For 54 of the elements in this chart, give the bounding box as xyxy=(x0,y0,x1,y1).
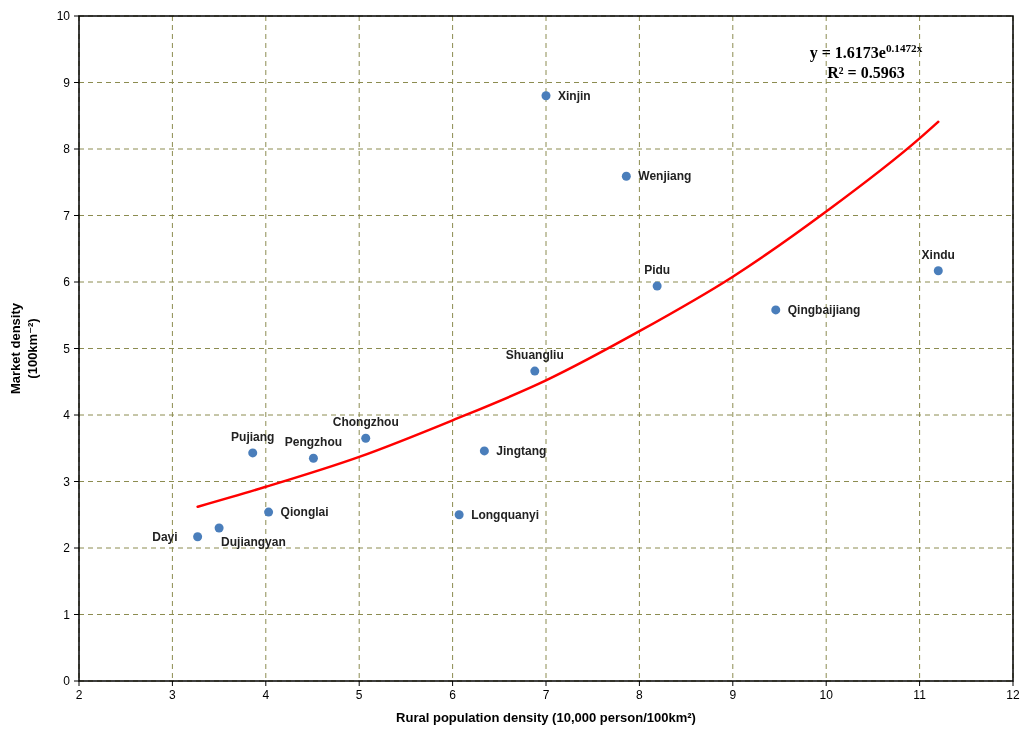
x-tick-label: 6 xyxy=(449,688,457,702)
x-tick-label: 11 xyxy=(913,688,927,702)
annotation: R² = 0.5963 xyxy=(827,64,905,81)
point xyxy=(771,305,781,315)
x-tick-label: 2 xyxy=(75,688,83,702)
point xyxy=(361,433,371,443)
y-tick-label: 6 xyxy=(63,275,71,289)
point xyxy=(652,281,662,291)
annotation: Pidu xyxy=(644,262,671,277)
annotation: Shuangliu xyxy=(505,348,564,363)
annotation: Pengzhou xyxy=(284,435,343,450)
point xyxy=(479,446,489,456)
y-tick-label: 2 xyxy=(63,541,71,555)
point xyxy=(214,523,224,533)
annotation: Dayi xyxy=(152,529,178,544)
annotation: Wenjiang xyxy=(638,169,692,184)
point xyxy=(530,366,540,376)
point xyxy=(248,448,258,458)
point xyxy=(193,532,203,542)
annotation: Jingtang xyxy=(496,443,547,458)
annotation: y = 1.6173e$^{0.1472x}$ xyxy=(809,42,923,62)
annotation: Longquanyi xyxy=(471,507,540,522)
x-tick-label: 3 xyxy=(169,688,177,702)
x-tick-label: 7 xyxy=(542,688,550,702)
y-tick-label: 1 xyxy=(63,607,71,622)
point xyxy=(308,453,318,463)
annotation: Qingbaijiang xyxy=(787,302,861,317)
x-tick-label: 12 xyxy=(1006,688,1020,702)
y-tick-label: 7 xyxy=(63,208,71,223)
x-tick-label: 9 xyxy=(729,688,737,702)
annotation: Dujiangyan xyxy=(221,535,286,550)
y-tick-label: 4 xyxy=(63,408,71,422)
x-tick-label: 5 xyxy=(355,688,363,702)
annotation: Pujiang xyxy=(231,429,275,444)
y-tick-label: 5 xyxy=(63,341,71,356)
x-tick-label: 10 xyxy=(819,688,834,702)
y-tick-label: 9 xyxy=(63,75,71,90)
annotation: Xindu xyxy=(921,247,955,262)
annotation: Xinjin xyxy=(558,88,591,103)
point xyxy=(933,266,943,276)
x-tick-label: 8 xyxy=(636,688,644,702)
annotation: Qionglai xyxy=(280,505,329,520)
point xyxy=(454,510,464,520)
y-tick-label: 3 xyxy=(63,474,71,489)
point xyxy=(264,507,274,517)
annotation: Chongzhou xyxy=(332,415,399,430)
y-tick-label: 8 xyxy=(63,142,71,156)
point xyxy=(541,91,551,101)
y-tick-label: 0 xyxy=(63,674,71,688)
point xyxy=(621,171,631,181)
y-tick-label: 10 xyxy=(56,9,71,23)
y-axis-title: Market density (100km⁻²) xyxy=(8,302,40,395)
x-tick-label: 4 xyxy=(262,688,270,702)
x-axis-title: Rural population density (10,000 person/100km²) xyxy=(396,710,696,725)
